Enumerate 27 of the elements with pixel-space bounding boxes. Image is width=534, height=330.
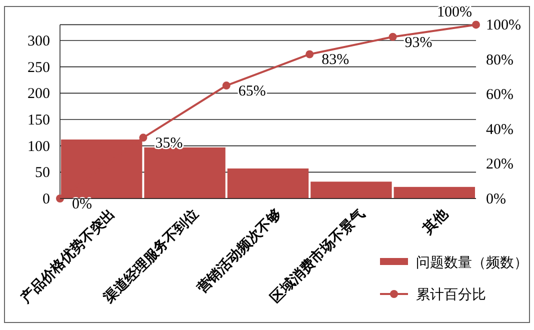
data-label: 100% <box>437 4 472 21</box>
y-tick-label: 100 <box>28 138 50 155</box>
bar <box>310 182 392 198</box>
annotation: 0% <box>72 196 92 212</box>
y-tick-label: 150 <box>28 112 50 128</box>
legend-label: 累计百分比 <box>416 287 486 303</box>
point <box>472 20 480 29</box>
y2-tick-label: 0% <box>486 192 506 208</box>
point <box>306 50 314 58</box>
point <box>388 32 397 41</box>
y2-tick-label: 40% <box>486 122 514 138</box>
y2-tick-label: 60% <box>486 87 514 104</box>
bar <box>144 147 226 198</box>
y2-tick-label: 20% <box>486 156 514 173</box>
y-tick-label: 200 <box>28 86 50 102</box>
y2-tick-label: 80% <box>486 52 514 68</box>
y-tick-label: 300 <box>28 34 50 50</box>
y-tick-label: 250 <box>28 60 50 76</box>
bar <box>394 186 475 198</box>
point <box>222 82 230 90</box>
y2-tick-label: 100% <box>486 18 521 34</box>
bar <box>227 168 309 198</box>
y-tick-label: 50 <box>35 165 50 182</box>
x-tick-label: 其他 <box>419 205 452 238</box>
data-label: 83% <box>322 52 350 68</box>
legend-label: 问题数量（频数） <box>416 255 528 271</box>
y-tick-label: 0 <box>42 192 50 208</box>
